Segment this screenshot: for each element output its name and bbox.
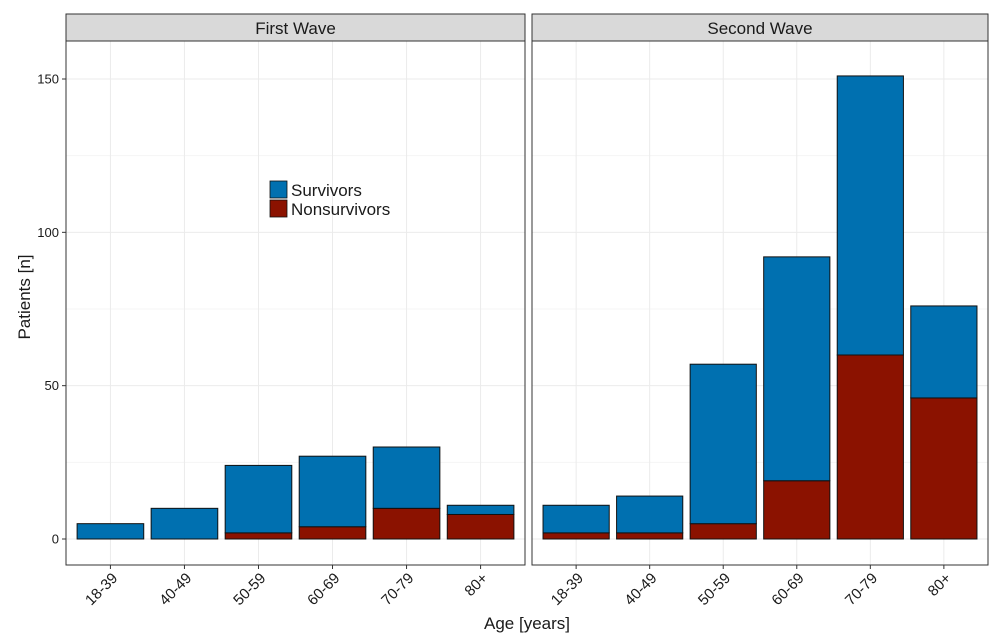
y-tick-label: 150: [37, 72, 59, 87]
legend-label-survivors: Survivors: [291, 181, 362, 200]
x-tick-label: 70-79: [378, 570, 417, 609]
legend-key-survivors: [269, 180, 288, 199]
x-tick-label: 50-59: [695, 570, 734, 609]
y-tick-label: 50: [45, 378, 59, 393]
bar-nonsurvivors-70-79: [836, 354, 904, 540]
x-tick-label: 40-49: [156, 570, 195, 609]
bar-nonsurvivors-40-49: [616, 532, 684, 540]
panel-title: Second Wave: [707, 19, 812, 38]
x-tick-label: 80+: [925, 570, 955, 600]
y-tick-label: 0: [52, 532, 59, 547]
bar-survivors-18-39: [542, 504, 610, 534]
bar-survivors-80+: [910, 305, 978, 399]
x-tick-label: 40-49: [621, 570, 660, 609]
x-tick-label: 70-79: [842, 570, 881, 609]
panel-title: First Wave: [255, 19, 336, 38]
x-axis-title: Age [years]: [484, 614, 570, 633]
panel-border: [531, 40, 989, 566]
bar-nonsurvivors-50-59: [224, 532, 293, 540]
y-axis-title: Patients [n]: [15, 254, 34, 339]
x-tick-label: 18-39: [548, 570, 587, 609]
x-tick-label: 50-59: [230, 570, 269, 609]
bar-nonsurvivors-60-69: [763, 480, 831, 540]
panel-strip: [65, 13, 526, 42]
bar-survivors-60-69: [298, 455, 367, 528]
panel-second-wave: Second Wave 18-39 40-49 50-59 60-69 70-79 80+: [531, 13, 989, 609]
bar-nonsurvivors-70-79: [372, 507, 441, 540]
bar-survivors-50-59: [224, 464, 293, 534]
bar-survivors-70-79: [836, 75, 904, 356]
bar-survivors-50-59: [689, 363, 757, 525]
bar-survivors-18-39: [76, 523, 145, 540]
bar-nonsurvivors-18-39: [542, 532, 610, 540]
bar-nonsurvivors-50-59: [689, 523, 757, 540]
bar-survivors-40-49: [150, 507, 219, 540]
bar-survivors-40-49: [616, 495, 684, 534]
x-tick-label: 60-69: [768, 570, 807, 609]
bar-survivors-70-79: [372, 446, 441, 509]
panel-border: [65, 40, 526, 566]
bar-nonsurvivors-80+: [910, 397, 978, 540]
bar-nonsurvivors-80+: [446, 513, 515, 540]
panel-strip: [531, 13, 989, 42]
x-tick-label: 18-39: [82, 570, 121, 609]
bar-survivors-80+: [446, 504, 515, 515]
y-tick-label: 100: [37, 225, 59, 240]
legend-label-nonsurvivors: Nonsurvivors: [291, 200, 390, 219]
panel-first-wave: First Wave 18-39 40-49 50-59 60-69 70-79 80+: [65, 13, 526, 609]
x-tick-label: 60-69: [304, 570, 343, 609]
bar-survivors-60-69: [763, 256, 831, 482]
x-tick-label: 80+: [461, 570, 491, 600]
bar-nonsurvivors-60-69: [298, 526, 367, 540]
legend-key-nonsurvivors: [269, 199, 288, 218]
